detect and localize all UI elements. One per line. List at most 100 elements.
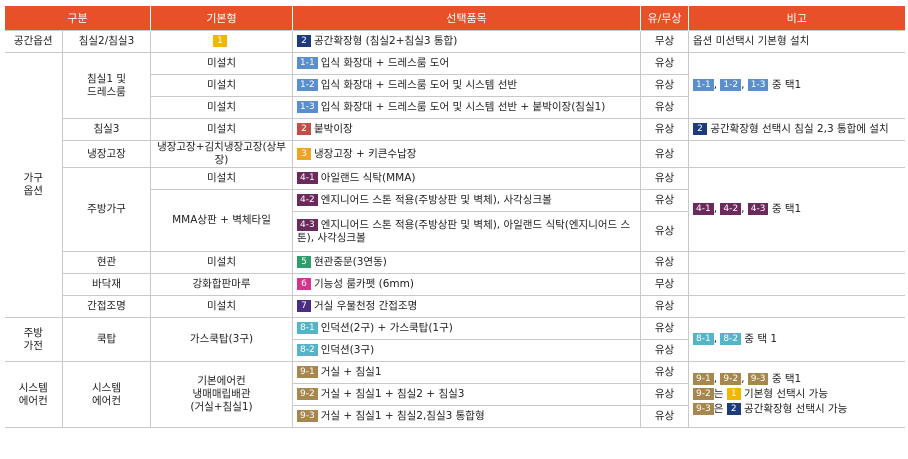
note-text: 는 [713,388,727,400]
note [688,251,905,274]
group: 주방 가전 [4,317,63,362]
note-text: 중 택1 [768,79,802,91]
badge: 1-2 [297,79,318,91]
badge: 6 [297,278,311,290]
item-text: 인덕션(3구) [320,344,375,356]
sub: 침실1 및 드레스룸 [62,52,151,119]
badge: 9-2 [720,373,742,385]
item-text: 거실 + 침실1 [320,366,382,378]
badge: 4-2 [297,194,318,206]
item: 1-3 입식 화장대 + 드레스룸 도어 및 시스템 선반 + 붙박이장(침실1) [292,96,641,119]
badge: 4-1 [297,172,318,184]
base: 미설치 [150,52,293,75]
pay: 유상 [640,295,689,318]
note-text: , [713,203,721,215]
badge: 1 [726,388,741,400]
note: 4-1, 4-2, 4-3 중 택1 [688,167,905,252]
base: 1 [150,30,293,53]
sub: 주방가구 [62,167,151,252]
base: 미설치 [150,251,293,274]
item: 4-1 아일랜드 식탁(MMA) [292,167,641,190]
base: 미설치 [150,96,293,119]
note-text: 중 택 1 [741,333,778,345]
note-text: 공간확장형 선택시 가능 [740,403,848,415]
badge: 9-2 [297,388,318,400]
badge: 9-1 [297,366,318,378]
badge: 9-3 [747,373,769,385]
note: 2 공간확장형 선택시 침실 2,3 통합에 설치 [688,118,905,141]
badge: 7 [297,300,311,312]
base: 냉장고장+김치냉장고장(상부장) [150,140,293,168]
badge: 3 [297,147,311,160]
pay: 유상 [640,118,689,141]
item-text: 현관중문(3연동) [314,256,387,268]
item-text: 거실 우물천정 간접조명 [314,300,418,312]
pay: 유상 [640,96,689,119]
note-text: , [741,203,748,215]
header: 유/무상 [640,6,689,31]
item-text: 입식 화장대 + 드레스룸 도어 [320,57,450,69]
badge: 8-1 [297,322,318,334]
note [688,273,905,296]
pay: 유상 [640,339,689,362]
item-text: 입식 화장대 + 드레스룸 도어 및 시스템 선반 + 붙박이장(침실1) [320,101,606,113]
pay: 유상 [640,317,689,340]
note-line: 8-1, 8-2 중 택 1 [693,332,901,347]
item: 9-1 거실 + 침실1 [292,361,641,384]
item: 9-2 거실 + 침실1 + 침실2 + 침실3 [292,383,641,406]
header: 구분 [4,6,151,31]
note-text: 중 택1 [768,373,802,385]
note-text: , [713,79,721,91]
item: 2 붙박이장 [292,118,641,141]
item: 1-2 입식 화장대 + 드레스룸 도어 및 시스템 선반 [292,74,641,97]
sub: 시스템 에어컨 [62,361,151,428]
badge: 9-2 [693,388,714,400]
badge: 1-3 [297,101,318,113]
note-text: , [713,373,721,385]
item-text: 냉장고장 + 키큰수납장 [314,147,417,160]
base: 미설치 [150,167,293,190]
badge: 1-1 [693,79,714,91]
pay: 유상 [640,405,689,428]
item-text: 공간확장형 (침실2+침실3 통합) [314,35,458,47]
badge: 4-1 [693,203,714,215]
note-text: 공간확장형 선택시 침실 2,3 통합에 설치 [707,123,889,135]
sub: 바닥재 [62,273,151,296]
base: MMA상판 + 벽체타일 [150,189,293,252]
badge: 9-1 [693,373,714,385]
note-line: 옵션 미선택시 기본형 설치 [693,34,901,49]
item-text: 기능성 룸카펫 (6mm) [314,278,414,290]
note-text: 중 택1 [768,203,802,215]
note: 9-1, 9-2, 9-3 중 택1 9-2 는 1 기본형 선택시 가능 9-3 은 … [688,361,905,428]
pay: 유상 [640,74,689,97]
base: 가스쿡탑(3구) [150,317,293,362]
badge: 8-2 [720,333,742,345]
badge: 8-2 [297,344,318,356]
pay: 유상 [640,52,689,75]
badge: 9-3 [297,410,318,422]
item: 8-1 인덕션(2구) + 가스쿡탑(1구) [292,317,641,340]
pay: 유상 [640,211,689,252]
header: 선택품목 [292,6,641,31]
item-text: 엔지니어드 스톤 적용(주방상판 및 벽체), 사각싱크볼 [320,194,552,206]
item-text: 인덕션(2구) + 가스쿡탑(1구) [320,322,453,334]
item-text: 거실 + 침실1 + 침실2 + 침실3 [320,388,465,400]
item-text: 입식 화장대 + 드레스룸 도어 및 시스템 선반 [320,79,518,91]
header-row: 구분 기본형 선택품목 유/무상 비고 [4,6,905,31]
badge: 8-1 [693,333,714,345]
sub: 현관 [62,251,151,274]
note-text: 옵션 미선택시 기본형 설치 [693,35,810,47]
pay: 유상 [640,251,689,274]
badge: 2 [726,403,741,415]
base: 강화합판마루 [150,273,293,296]
badge: 4-3 [747,203,769,215]
note-text: 기본형 선택시 가능 [740,388,828,400]
note-line: 1-1, 1-2, 1-3 중 택1 [693,78,901,93]
base: 미설치 [150,295,293,318]
item: 9-3 거실 + 침실1 + 침실2,침실3 통합형 [292,405,641,428]
options-table: 구분 기본형 선택품목 유/무상 비고 공간옵션 침실2/침실3 1 2 공간확장… [4,6,905,428]
base: 미설치 [150,74,293,97]
badge: 1-3 [747,79,769,91]
item-text: 붙박이장 [314,123,353,135]
